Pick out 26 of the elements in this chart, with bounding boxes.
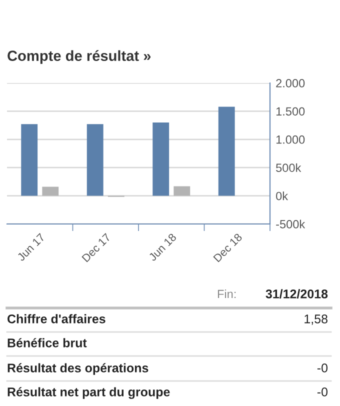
- x-tick-label: Dec 17: [82, 233, 112, 262]
- y-tick-label: 0k: [276, 192, 288, 200]
- text: Résultat net part du groupe: [8, 387, 170, 399]
- x-tick-label: Jun 17: [16, 233, 46, 262]
- chart-title: Compte de résultat »: [8, 50, 151, 64]
- x-tick-label: Dec 18: [213, 232, 243, 262]
- bar: [218, 106, 235, 196]
- text: 31/12/2018: [266, 289, 328, 298]
- y-tick-label: 500k: [276, 163, 302, 172]
- text: Bénéfice brut: [8, 338, 87, 348]
- text: -0: [317, 388, 328, 396]
- bar: [86, 124, 104, 196]
- text: Résultat des opérations: [8, 363, 148, 375]
- bar: [42, 186, 59, 196]
- bar: [21, 124, 38, 196]
- text: Chiffre d'affaires: [8, 314, 106, 324]
- text: 1,58: [304, 314, 328, 325]
- text: Fin:: [218, 289, 236, 298]
- y-tick-label: 2.000: [276, 79, 305, 88]
- y-tick-label: 1.500: [276, 107, 305, 116]
- y-tick-label: -500k: [276, 220, 306, 228]
- bar: [174, 186, 190, 196]
- y-tick-label: 1.000: [276, 135, 305, 144]
- x-tick-label: Jun 18: [148, 232, 177, 262]
- bar: [152, 122, 170, 196]
- text: -0: [317, 364, 328, 372]
